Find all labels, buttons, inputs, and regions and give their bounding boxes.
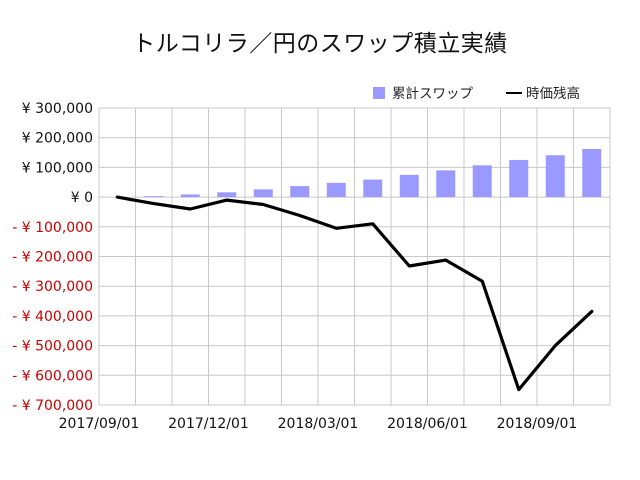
y-tick-label: ¥ 200,000 — [22, 131, 93, 147]
legend-bar-label: 累計スワップ — [392, 86, 473, 102]
x-tick-label: 2018/09/01 — [497, 416, 578, 432]
y-tick-label: - ¥ 100,000 — [12, 220, 93, 236]
bar — [180, 194, 200, 198]
line-series — [115, 195, 594, 392]
y-tick-label: - ¥ 300,000 — [12, 279, 93, 295]
y-tick-label: - ¥ 600,000 — [12, 368, 93, 384]
y-tick-label: - ¥ 700,000 — [12, 398, 93, 414]
x-tick-label: 2018/03/01 — [278, 416, 359, 432]
x-tick-label: 2018/06/01 — [387, 416, 468, 432]
bar — [582, 148, 602, 198]
bar — [472, 165, 492, 198]
bar — [399, 174, 419, 198]
bar — [253, 189, 273, 198]
chart-title: トルコリラ／円のスワップ積立実績 — [132, 31, 508, 57]
x-tick-label: 2017/12/01 — [168, 416, 249, 432]
bar — [363, 179, 383, 198]
bar — [509, 159, 529, 198]
bar — [217, 192, 237, 198]
x-tick-label: 2017/09/01 — [59, 416, 140, 432]
legend-bar-swatch — [373, 87, 385, 99]
bar — [545, 155, 565, 198]
bar — [326, 182, 346, 198]
y-tick-label: ¥ 300,000 — [22, 101, 93, 117]
y-tick-label: - ¥ 400,000 — [12, 309, 93, 325]
y-tick-label: - ¥ 200,000 — [12, 250, 93, 266]
bar — [144, 196, 164, 198]
y-tick-label: - ¥ 500,000 — [12, 339, 93, 355]
y-tick-label: ¥ 100,000 — [22, 160, 93, 176]
bar — [290, 186, 310, 198]
legend-line-label: 時価残高 — [526, 85, 580, 102]
y-tick-label: ¥ 0 — [71, 190, 93, 206]
bar — [436, 170, 456, 198]
